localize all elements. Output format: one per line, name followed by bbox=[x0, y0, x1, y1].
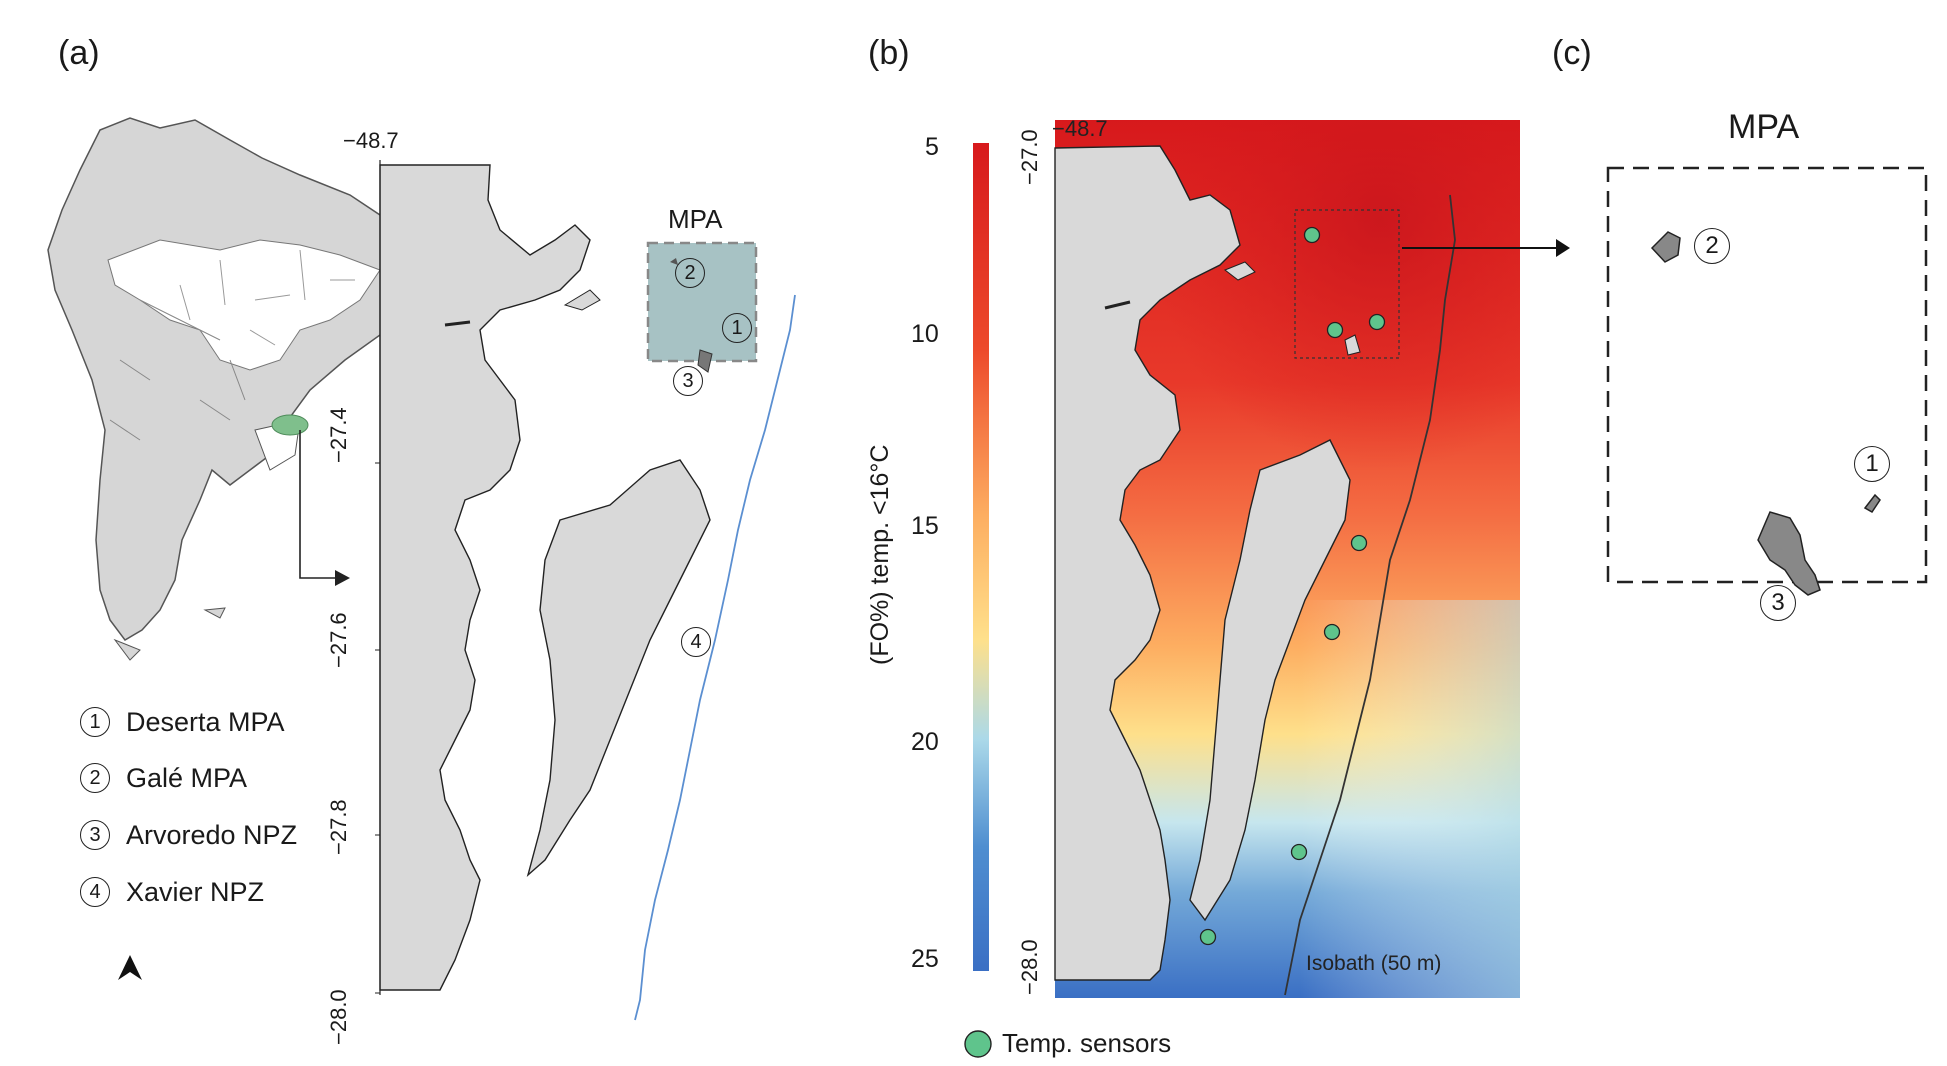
mpa-c-marker-1: 1 bbox=[1854, 446, 1890, 482]
mpa-detail-box bbox=[1606, 166, 1928, 584]
isobath-line-a bbox=[634, 294, 796, 1021]
mpa-c-marker-2: 2 bbox=[1694, 228, 1730, 264]
legend-label: Galé MPA bbox=[126, 762, 248, 793]
isobath-label: Isobath (50 m) bbox=[1306, 952, 1442, 975]
legend-item-deserta: 1 Deserta MPA bbox=[80, 702, 285, 742]
mpa-title-c: MPA bbox=[1728, 108, 1800, 146]
legend-item-gale: 2 Galé MPA bbox=[80, 758, 247, 798]
south-america-map bbox=[47, 117, 413, 661]
sensor-marker bbox=[1350, 534, 1368, 552]
north-arrow-icon bbox=[118, 955, 142, 980]
map-marker-4: 4 bbox=[681, 627, 711, 657]
legend-number: 3 bbox=[80, 820, 110, 850]
sensor-marker bbox=[1303, 226, 1321, 244]
panel-label-c: (c) bbox=[1552, 34, 1592, 72]
colorbar-tick-10: 10 bbox=[911, 320, 939, 348]
sensor-marker bbox=[1199, 928, 1217, 946]
sensor-marker bbox=[1368, 313, 1386, 331]
isobath-line-b bbox=[1284, 194, 1456, 996]
inset-arrow-head bbox=[335, 570, 350, 586]
colorbar-tick-25: 25 bbox=[911, 945, 939, 973]
temperature-map bbox=[1054, 120, 1570, 998]
map-marker-3: 3 bbox=[673, 366, 703, 396]
mpa-label-a: MPA bbox=[668, 204, 723, 234]
map-marker-2: 2 bbox=[675, 258, 705, 288]
legend-number: 1 bbox=[80, 707, 110, 737]
sensor-marker bbox=[1326, 321, 1344, 339]
mpa-c-marker-3: 3 bbox=[1760, 585, 1796, 621]
deserta-island bbox=[1863, 493, 1881, 513]
sensor-legend-label: Temp. sensors bbox=[1002, 1028, 1172, 1058]
inset-arrow bbox=[299, 430, 335, 579]
lon-label-b: −48.7 bbox=[1052, 116, 1108, 141]
lon-label-a: −48.7 bbox=[343, 128, 399, 153]
legend-label: Arvoredo NPZ bbox=[126, 819, 298, 850]
gale-island bbox=[1650, 231, 1681, 263]
colorbar-tick-20: 20 bbox=[911, 728, 939, 756]
legend-item-xavier: 4 Xavier NPZ bbox=[80, 872, 264, 912]
arvoredo-island bbox=[1757, 511, 1821, 596]
zoom-arrow-head bbox=[1556, 239, 1570, 257]
map-marker-1: 1 bbox=[722, 313, 752, 343]
panel-label-a: (a) bbox=[58, 34, 100, 72]
colorbar-tick-15: 15 bbox=[911, 512, 939, 540]
colorbar-tick-5: 5 bbox=[925, 133, 939, 161]
legend-label: Xavier NPZ bbox=[126, 876, 265, 907]
legend-number: 2 bbox=[80, 763, 110, 793]
sensor-marker bbox=[1323, 623, 1341, 641]
legend-item-arvoredo: 3 Arvoredo NPZ bbox=[80, 815, 297, 855]
legend-label: Deserta MPA bbox=[126, 706, 285, 737]
panel-label-b: (b) bbox=[868, 34, 910, 72]
sensor-marker bbox=[1290, 843, 1308, 861]
legend-number: 4 bbox=[80, 877, 110, 907]
sensor-legend-marker bbox=[964, 1030, 992, 1058]
colorbar bbox=[973, 143, 989, 971]
